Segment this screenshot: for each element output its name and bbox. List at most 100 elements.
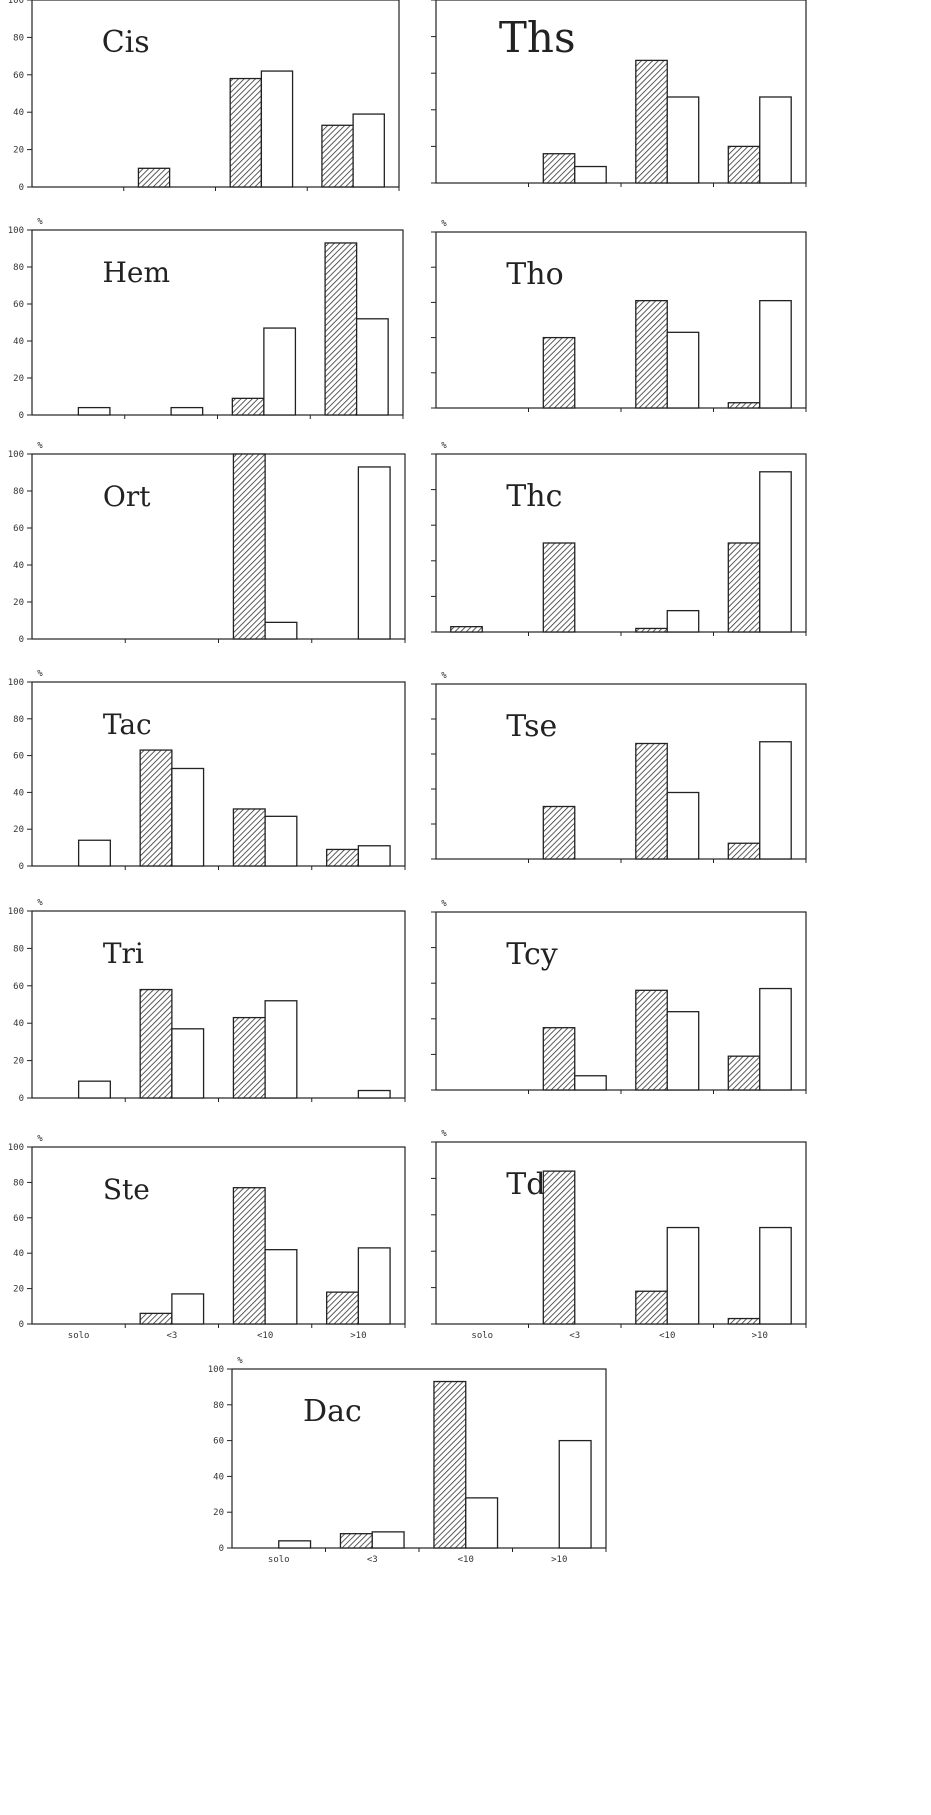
bar-open: [371, 1531, 405, 1549]
y-tick-label: 0: [219, 1544, 224, 1554]
x-tick-label: solo: [471, 1331, 493, 1341]
y-tick-label: 40: [213, 1472, 224, 1482]
chart-panel: 100 80 60 40 20 0% Dac solo <3 <10 >10: [208, 1356, 607, 1565]
y-tick-label: 60: [213, 1437, 224, 1447]
bar-hatched: [727, 1055, 761, 1091]
y-tick-label: 80: [13, 33, 24, 43]
x-tick-label: <10: [458, 1555, 474, 1565]
y-tick-label: 80: [13, 263, 24, 273]
y-axis-label: %: [441, 899, 447, 909]
bar-hatched: [450, 626, 483, 633]
y-tick-label: 40: [13, 788, 24, 798]
y-tick-label: 0: [19, 1094, 24, 1104]
bar-open: [263, 327, 297, 416]
bar-hatched: [542, 1170, 576, 1325]
y-axis-label: %: [441, 219, 447, 229]
y-tick-label: 100: [208, 1365, 224, 1375]
y-tick-label: 60: [13, 982, 24, 992]
chart-panel: % Tse: [431, 671, 807, 863]
y-tick-label: 60: [13, 524, 24, 534]
bar-open: [357, 1089, 391, 1099]
bar-open: [759, 471, 792, 633]
bar-hatched: [229, 77, 263, 188]
bar-open: [759, 741, 792, 860]
bar-open: [77, 406, 111, 416]
bar-open: [666, 1011, 700, 1091]
panel-title: Dac: [303, 1394, 362, 1429]
bar-hatched: [635, 989, 668, 1091]
y-axis-label: %: [37, 1134, 43, 1144]
chart-panel: % Tcy: [431, 899, 807, 1094]
bar-open: [357, 466, 391, 640]
y-tick-label: 60: [13, 71, 24, 81]
y-axis-label: %: [441, 671, 447, 681]
y-tick-label: 60: [13, 1214, 24, 1224]
bar-hatched: [727, 145, 761, 184]
y-tick-label: 100: [8, 0, 24, 6]
bar-hatched: [542, 542, 576, 633]
y-tick-label: 40: [13, 561, 24, 571]
panel-title: Tri: [103, 937, 144, 970]
bar-open: [666, 331, 700, 409]
bar-hatched: [542, 1027, 576, 1091]
y-tick-label: 40: [13, 1019, 24, 1029]
plot-frame: [31, 681, 406, 867]
bar-hatched: [232, 453, 266, 640]
chart-panel: 100 80 60 40 20 0% Tri: [8, 898, 406, 1104]
y-tick-label: 60: [13, 752, 24, 762]
bar-open: [260, 70, 294, 188]
x-tick-label: <10: [257, 1331, 273, 1341]
x-tick-label: <10: [659, 1331, 675, 1341]
bar-open: [77, 1080, 111, 1099]
bar-hatched: [727, 542, 761, 633]
bar-open: [77, 839, 111, 867]
bar-hatched: [232, 808, 266, 867]
x-tick-label: solo: [68, 1331, 90, 1341]
panel-title: Tac: [103, 708, 152, 741]
bar-open: [574, 1075, 607, 1091]
bar-open: [171, 1293, 205, 1325]
panel-title: Thc: [506, 479, 562, 514]
bar-open: [465, 1497, 499, 1549]
y-tick-label: 40: [13, 1249, 24, 1259]
bar-hatched: [326, 848, 360, 867]
plot-frame: [435, 683, 807, 860]
y-tick-label: 60: [13, 300, 24, 310]
bar-hatched: [727, 402, 761, 409]
bar-open: [574, 165, 607, 184]
plot-frame: [231, 1368, 607, 1549]
bar-open: [666, 1226, 700, 1325]
bar-open: [666, 96, 700, 184]
panel-title: Ths: [499, 13, 576, 62]
y-axis-label: %: [441, 441, 447, 451]
chart-panel: 100 80 60 40 20 0 Cis: [8, 0, 400, 193]
bar-hatched: [139, 988, 173, 1099]
x-tick-label: >10: [551, 1555, 567, 1565]
bar-open: [170, 406, 204, 416]
chart-panel: Ths: [431, 0, 807, 187]
y-tick-label: 80: [13, 715, 24, 725]
bar-open: [264, 1000, 298, 1099]
bar-open: [357, 1247, 391, 1325]
y-tick-label: 0: [19, 411, 24, 421]
bar-open: [759, 1226, 792, 1325]
bar-hatched: [433, 1380, 467, 1549]
bar-hatched: [139, 749, 173, 867]
bar-open: [278, 1540, 312, 1549]
bar-hatched: [542, 336, 576, 409]
plot-frame: [435, 231, 807, 409]
bar-open: [759, 987, 792, 1091]
y-tick-label: 0: [19, 635, 24, 645]
y-tick-label: 20: [13, 825, 24, 835]
bar-hatched: [339, 1533, 373, 1549]
bar-hatched: [232, 1187, 266, 1325]
panel-title: Cis: [102, 25, 150, 60]
y-tick-label: 20: [213, 1508, 224, 1518]
y-tick-label: 20: [13, 1057, 24, 1067]
bar-open: [558, 1439, 592, 1549]
y-tick-label: 20: [13, 598, 24, 608]
y-axis-label: %: [37, 217, 43, 227]
y-tick-label: 0: [19, 1320, 24, 1330]
y-tick-label: 40: [13, 337, 24, 347]
plot-frame: [435, 1141, 807, 1325]
